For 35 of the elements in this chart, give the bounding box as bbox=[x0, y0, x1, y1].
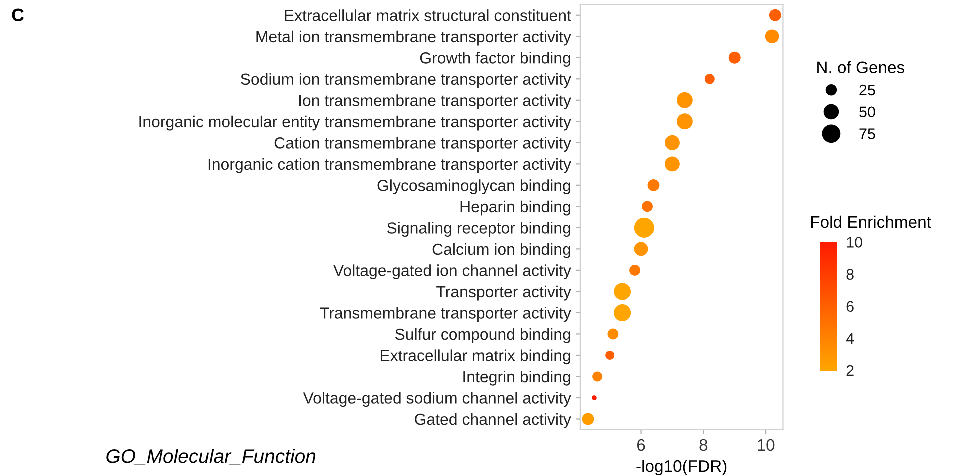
y-tick-label: Sulfur compound binding bbox=[395, 328, 570, 344]
y-tick-label: Integrin binding bbox=[464, 370, 570, 386]
y-tick-label: Ion transmembrane transporter activity bbox=[299, 94, 572, 110]
color-bar-label: 4 bbox=[846, 333, 854, 344]
text: C bbox=[12, 8, 24, 22]
x-tick-label: 10 bbox=[758, 439, 775, 452]
y-tick-label: Inorganic cation transmembrane transporter activity bbox=[208, 158, 572, 174]
legend-label: 75 bbox=[860, 128, 876, 140]
color-bar-label: 8 bbox=[846, 269, 854, 280]
y-tick-label: Sodium ion transmembrane transporter activity bbox=[241, 73, 572, 88]
y-tick-label: Metal ion transmembrane transporter activity bbox=[256, 30, 572, 46]
y-tick-label: Calcium ion binding bbox=[432, 243, 570, 258]
y-tick-label: Extracellular matrix structural constituent bbox=[285, 10, 572, 22]
y-tick-label: Cation transmembrane transporter activity bbox=[274, 137, 572, 152]
legend-label: 50 bbox=[860, 106, 876, 118]
y-tick-label: Heparin binding bbox=[460, 200, 570, 216]
y-tick-label: Inorganic molecular entity transmembrane transporter activity bbox=[140, 116, 572, 131]
y-tick-label: Voltage-gated sodium channel activity bbox=[303, 392, 572, 408]
text: GO_Molecular_Function bbox=[106, 449, 316, 466]
x-tick-label: 8 bbox=[700, 439, 708, 452]
y-tick-label: Transmembrane transporter activity bbox=[320, 307, 572, 322]
color-bar-label: 2 bbox=[846, 365, 854, 376]
y-tick-label: Growth factor binding bbox=[420, 52, 570, 67]
y-tick-label: Glycosaminoglycan binding bbox=[378, 180, 570, 195]
legend-title: N. of Genes bbox=[818, 61, 905, 74]
y-tick-label: Extracellular matrix binding bbox=[380, 350, 570, 365]
color-bar-label: 6 bbox=[846, 301, 854, 312]
y-tick-label: Voltage-gated ion channel activity bbox=[334, 264, 572, 280]
y-tick-label: Signaling receptor binding bbox=[387, 222, 570, 238]
color-bar-label: 10 bbox=[847, 237, 862, 248]
y-tick-label: Gated channel activity bbox=[415, 413, 572, 428]
x-tick-label: 6 bbox=[637, 439, 646, 452]
y-tick-label: Transporter activity bbox=[436, 286, 572, 301]
color-bar-title: Fold Enrichment bbox=[811, 216, 932, 228]
legend-label: 25 bbox=[860, 84, 876, 96]
